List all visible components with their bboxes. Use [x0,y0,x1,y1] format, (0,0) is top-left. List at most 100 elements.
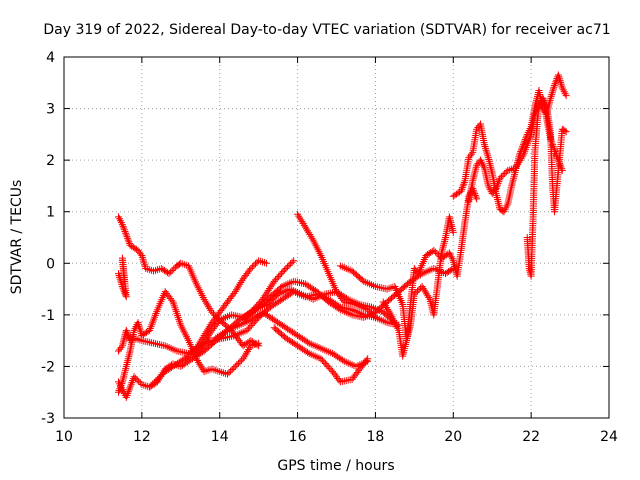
x-tick-label: 24 [600,429,618,445]
x-tick-label: 10 [55,429,73,445]
data-point [246,266,254,274]
grid [64,57,609,418]
data-point [283,263,291,271]
data-point [120,288,128,296]
y-tick-label: -2 [41,359,55,375]
data-point [457,187,465,195]
data-point [551,81,558,89]
y-axis-label: SDTVAR / TECUs [9,180,25,295]
data-point [234,359,242,367]
data-point [275,273,283,281]
data-point [364,355,372,363]
data-point [482,146,490,154]
data-point [288,258,296,266]
data-point [459,182,467,190]
data-point [460,180,468,188]
data-point [137,250,145,258]
data-point [132,374,140,382]
data-point [561,127,569,135]
data-point [202,367,210,375]
data-point [260,259,268,267]
data-point [250,261,258,269]
data-point [138,380,146,388]
data-point [185,352,193,360]
data-point [266,285,274,293]
data-point [287,260,295,268]
data-point [121,227,129,235]
data-point [168,296,176,304]
data-point [119,222,127,230]
data-point [364,306,372,314]
data-point [473,195,481,203]
data-point [498,173,506,181]
data-point [181,261,189,269]
data-point [551,80,559,88]
y-tick-label: -1 [41,308,55,324]
data-point [433,249,441,257]
series-track-12 [336,213,457,345]
data-point [264,286,272,294]
data-point [484,152,492,160]
data-point [236,358,244,366]
x-tick-label: 12 [133,429,151,445]
data-point [151,266,159,274]
data-point [436,253,444,261]
data-point [270,277,278,285]
data-point [551,146,558,154]
data-point [550,83,558,91]
data-point [174,312,182,320]
data-point [252,260,260,268]
data-point [135,377,143,385]
data-point [554,71,562,79]
data-point [368,310,376,318]
data-point [482,144,490,152]
data-point [227,367,235,375]
series-track-13 [379,185,481,360]
data-point [483,148,491,156]
data-point [231,362,239,370]
data-point [321,360,329,368]
data-point [136,336,144,344]
series-track-16 [523,94,566,280]
data-point [472,193,480,201]
data-point [165,270,173,278]
data-point [547,94,555,102]
data-point [555,158,563,166]
data-point [276,271,284,279]
data-point [365,307,373,315]
data-point [167,268,175,276]
data-point [548,89,556,97]
data-point [124,330,132,338]
data-point [320,358,328,366]
data-point [186,351,194,359]
data-point [556,161,564,169]
data-point [172,306,180,314]
series-track-4 [115,288,263,396]
data-point [558,166,566,174]
series-track-11 [294,210,403,329]
data-point [467,150,475,158]
data-point [122,326,130,334]
data-point [434,251,442,259]
data-point [123,328,131,336]
data-point [130,373,138,381]
data-point [367,309,375,317]
x-tick-label: 16 [289,429,307,445]
data-point [304,348,312,356]
data-point [124,331,132,339]
data-point [218,368,226,376]
data-point [304,338,312,346]
plot-frame [63,56,610,419]
data-point [142,264,150,272]
data-point [122,231,130,239]
data-point [547,137,555,145]
data-point [168,267,176,275]
data-point [548,91,556,99]
chart-title: Day 319 of 2022, Sidereal Day-to-day VTE… [43,22,610,38]
data-point [431,248,439,256]
data-point [124,236,132,244]
data-point [261,292,269,300]
data-point [553,153,561,161]
data-point [549,141,557,149]
data-point [458,184,466,192]
